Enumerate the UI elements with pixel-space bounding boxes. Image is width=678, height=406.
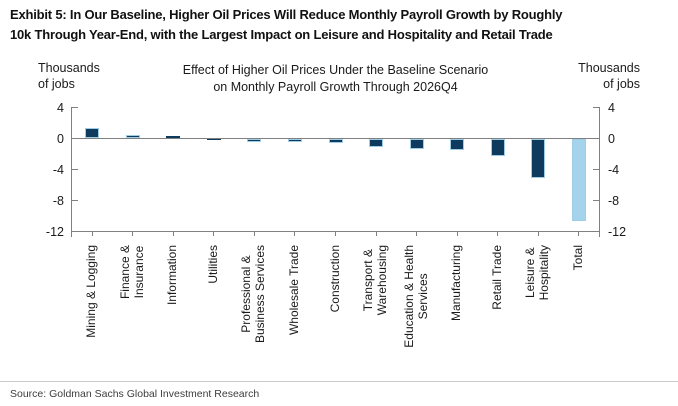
x-tick-mark [537, 231, 539, 236]
y-tick-label-right: -8 [608, 193, 620, 208]
x-tick-mark [172, 231, 174, 236]
y-tick-mark-right [593, 107, 599, 108]
y-tick-mark-right [593, 169, 599, 170]
y-tick-label-right: 4 [608, 100, 615, 115]
y-axis-right [599, 106, 600, 237]
bar-wholesale-trade [287, 138, 302, 142]
y-axis-unit-left: Thousands of jobs [38, 61, 100, 92]
category-label-manufacturing: Manufacturing [449, 245, 464, 322]
bar-mining-logging [85, 128, 100, 139]
y-axis-unit-right: Thousands of jobs [578, 61, 640, 92]
x-tick-mark [132, 231, 134, 236]
y-tick-mark-right [593, 200, 599, 201]
y-tick-label-right: 0 [608, 131, 615, 146]
y-tick-label-right: -12 [608, 224, 627, 239]
category-label-mining-logging: Mining & Logging [84, 245, 99, 338]
bar-professional-business-services [247, 138, 262, 142]
bar-construction [328, 138, 343, 144]
y-tick-mark-right [593, 231, 599, 232]
y-tick-label-left: -4 [52, 162, 64, 177]
category-label-wholesale-trade: Wholesale Trade [287, 245, 302, 336]
exhibit-title: Exhibit 5: In Our Baseline, Higher Oil P… [10, 7, 563, 42]
bar-retail-trade [490, 138, 505, 157]
category-label-education-health-services: Education & Health Services [401, 245, 430, 348]
x-tick-mark [578, 231, 580, 236]
y-tick-mark-left [72, 169, 78, 170]
x-tick-mark [375, 231, 377, 236]
y-tick-mark-left [72, 138, 78, 139]
bar-information [166, 136, 181, 139]
bar-education-health-services [409, 138, 424, 149]
category-label-transport-warehousing: Transport & Warehousing [361, 245, 390, 316]
x-tick-mark [456, 231, 458, 236]
category-label-professional-business-services: Professional & Business Services [239, 245, 268, 344]
y-tick-label-left: 4 [57, 100, 64, 115]
x-tick-mark [497, 231, 499, 236]
category-label-retail-trade: Retail Trade [489, 245, 504, 310]
bar-total [571, 138, 586, 221]
category-label-leisure-hospitality: Leisure & Hospitality [523, 245, 552, 301]
y-tick-mark-left [72, 107, 78, 108]
y-tick-label-left: -12 [45, 224, 64, 239]
category-label-information: Information [165, 245, 180, 306]
bar-manufacturing [450, 138, 465, 151]
y-tick-mark-right [593, 138, 599, 139]
y-tick-mark-left [72, 231, 78, 232]
divider-line [0, 381, 678, 382]
category-label-utilities: Utilities [205, 245, 220, 284]
x-tick-mark [91, 231, 93, 236]
x-tick-mark [294, 231, 296, 236]
x-tick-mark [416, 231, 418, 236]
y-tick-label-left: -8 [52, 193, 64, 208]
category-label-total: Total [570, 245, 585, 271]
bar-finance-insurance [125, 135, 140, 139]
bar-leisure-hospitality [531, 138, 546, 179]
category-label-construction: Construction [327, 245, 342, 313]
y-tick-mark-left [72, 200, 78, 201]
x-tick-mark [253, 231, 255, 236]
y-tick-label-right: -4 [608, 162, 620, 177]
bar-transport-warehousing [369, 138, 384, 148]
bar-utilities [206, 138, 221, 140]
source-note: Source: Goldman Sachs Global Investment … [10, 388, 260, 400]
chart-title: Effect of Higher Oil Prices Under the Ba… [182, 63, 489, 94]
x-tick-mark [213, 231, 215, 236]
y-tick-label-left: 0 [57, 131, 64, 146]
y-axis-left [71, 106, 72, 237]
category-label-finance-insurance: Finance & Insurance [118, 245, 146, 300]
x-tick-mark [335, 231, 336, 236]
